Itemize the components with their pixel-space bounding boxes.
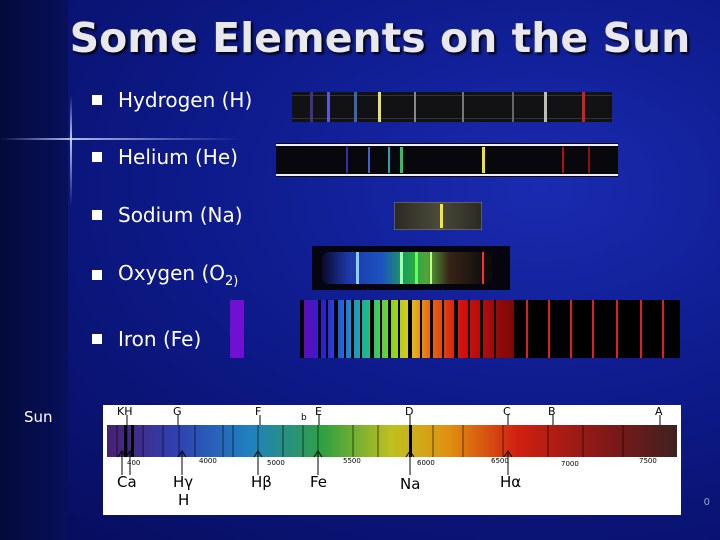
bullet-oxygen: Oxygen (O2) — [92, 260, 238, 290]
bullet-label-subscript: 2) — [225, 274, 239, 289]
bullet-label-main: Oxygen (O — [118, 261, 225, 285]
solar-letter-a: A — [655, 405, 663, 418]
line-label-h-beta: Hβ — [251, 473, 272, 491]
solar-spectrum-panel: KH G F b E D C B A 400 4000 5000 5500 60… — [103, 405, 681, 515]
solar-spectrum-graphic — [107, 415, 677, 475]
scale-number: 4000 — [199, 457, 217, 465]
solar-letter-kh: KH — [117, 405, 133, 418]
square-bullet-icon — [92, 334, 102, 344]
bullet-iron: Iron (Fe) — [92, 324, 201, 354]
lens-flare-horizontal — [0, 138, 240, 140]
solar-letter-b-upper: B — [548, 405, 556, 418]
iron-spectrum — [230, 300, 680, 358]
slide-title: Some Elements on the Sun — [69, 14, 691, 62]
sun-label: Sun — [24, 408, 53, 426]
hydrogen-spectrum — [292, 92, 612, 122]
solar-letter-g: G — [173, 405, 182, 418]
bullet-hydrogen: Hydrogen (H) — [92, 85, 252, 115]
line-label-ca: Ca — [117, 473, 137, 491]
left-shadow-band — [0, 0, 68, 540]
line-label-h-gamma: Hγ — [173, 473, 194, 491]
scale-number: 6500 — [491, 457, 509, 465]
scale-number: 5500 — [343, 457, 361, 465]
scale-number: 6000 — [417, 459, 435, 467]
line-label-h-alpha: Hα — [500, 473, 522, 491]
helium-spectrum — [276, 143, 618, 177]
line-label-h: H — [178, 491, 190, 509]
bullet-label: Iron (Fe) — [118, 327, 202, 351]
bullet-sodium: Sodium (Na) — [92, 200, 243, 230]
solar-letter-e: E — [315, 405, 322, 418]
solar-letter-c: C — [503, 405, 511, 418]
square-bullet-icon — [92, 152, 102, 162]
scale-number: 7000 — [561, 460, 579, 468]
scale-number: 7500 — [639, 457, 657, 465]
bullet-label: Helium (He) — [118, 145, 238, 169]
square-bullet-icon — [92, 210, 102, 220]
bullet-helium: Helium (He) — [92, 142, 238, 172]
oxygen-spectrum — [312, 246, 510, 290]
page-number: 0 — [703, 497, 710, 508]
bullet-label: Sodium (Na) — [118, 203, 243, 227]
line-label-fe: Fe — [310, 473, 328, 491]
line-label-na: Na — [400, 475, 421, 493]
square-bullet-icon — [92, 270, 102, 280]
scale-number: 400 — [127, 459, 141, 467]
lens-flare-vertical — [70, 95, 72, 205]
bullet-label: Hydrogen (H) — [118, 88, 253, 112]
square-bullet-icon — [92, 95, 102, 105]
bullet-label: Oxygen (O2) — [118, 261, 238, 289]
solar-letter-d: D — [405, 405, 414, 418]
solar-letter-f: F — [255, 405, 262, 418]
scale-number: 5000 — [267, 459, 285, 467]
sodium-spectrum — [394, 202, 482, 230]
solar-letter-b: b — [301, 413, 307, 423]
